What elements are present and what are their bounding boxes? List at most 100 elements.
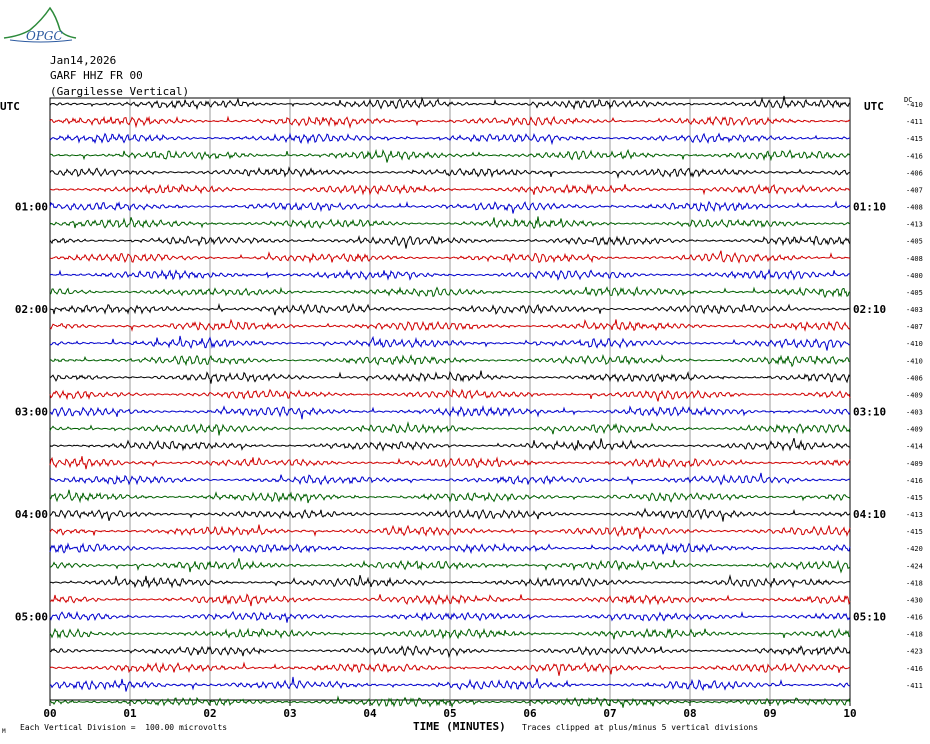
seismic-trace bbox=[49, 285, 851, 299]
dc-offset-label: -408 bbox=[906, 255, 923, 263]
dc-offset-label: -418 bbox=[906, 631, 923, 639]
dc-offset-label: -415 bbox=[906, 528, 923, 536]
seismic-trace bbox=[49, 472, 851, 486]
seismic-trace bbox=[49, 489, 851, 504]
seismic-trace bbox=[49, 353, 850, 368]
scale-note: Each Vertical Division = 100.00 microvol… bbox=[20, 723, 228, 732]
dc-label: DC bbox=[904, 96, 913, 104]
seismic-trace bbox=[49, 235, 851, 249]
dc-offset-label: -413 bbox=[906, 511, 923, 519]
dc-offset-label: -407 bbox=[906, 186, 923, 194]
dc-offset-label: -418 bbox=[906, 579, 923, 587]
seismic-trace bbox=[49, 558, 851, 574]
dc-offset-label: -409 bbox=[906, 391, 923, 399]
dc-offset-label: -407 bbox=[906, 323, 923, 331]
seismic-trace bbox=[49, 166, 851, 179]
right-time-label: 05:10 bbox=[853, 611, 886, 624]
seismic-trace bbox=[49, 302, 851, 316]
seismic-trace bbox=[49, 627, 851, 640]
dc-offset-label: -416 bbox=[906, 477, 923, 485]
dc-offset-label: -406 bbox=[906, 374, 923, 382]
x-tick-label: 04 bbox=[363, 707, 377, 720]
dc-offset-label: -430 bbox=[906, 596, 923, 604]
left-time-label: 02:00 bbox=[15, 303, 48, 316]
clip-note: Traces clipped at plus/minus 5 vertical … bbox=[522, 723, 759, 732]
left-time-label: 01:00 bbox=[15, 201, 48, 214]
dc-offset-label: -403 bbox=[906, 306, 923, 314]
x-tick-label: 03 bbox=[283, 707, 296, 720]
seismic-trace bbox=[49, 574, 851, 589]
dc-offset-label: -420 bbox=[906, 545, 923, 553]
dc-offset-label: -409 bbox=[906, 426, 923, 434]
left-time-label: 04:00 bbox=[15, 508, 48, 521]
utc-label-left: UTC bbox=[0, 100, 20, 113]
dc-offset-label: -413 bbox=[906, 221, 923, 229]
x-tick-label: 08 bbox=[683, 707, 696, 720]
seismic-trace bbox=[49, 661, 851, 676]
seismic-trace bbox=[49, 695, 851, 709]
utc-label-right: UTC bbox=[864, 100, 884, 113]
dc-offset-label: -416 bbox=[906, 152, 923, 160]
seismic-trace bbox=[49, 268, 851, 281]
dc-offset-label: -410 bbox=[906, 357, 923, 365]
right-time-label: 01:10 bbox=[853, 201, 886, 214]
dc-offset-label: -424 bbox=[906, 562, 923, 570]
seismic-trace bbox=[49, 370, 851, 384]
dc-offset-label: -405 bbox=[906, 238, 923, 246]
seismic-trace bbox=[49, 524, 851, 539]
x-tick-label: 05 bbox=[443, 707, 456, 720]
seismic-trace bbox=[49, 200, 851, 214]
seismic-trace bbox=[49, 318, 851, 332]
plot-date: Jan14,2026 bbox=[50, 54, 117, 67]
logo-text: OPGC bbox=[26, 29, 63, 43]
seismic-trace bbox=[49, 148, 851, 163]
seismic-trace bbox=[49, 95, 851, 111]
seismic-trace bbox=[50, 183, 851, 196]
station-name: (Gargilesse Vertical) bbox=[50, 85, 190, 98]
x-tick-label: 00 bbox=[43, 707, 56, 720]
left-time-label: 03:00 bbox=[15, 406, 48, 419]
dc-offset-label: -416 bbox=[906, 665, 923, 673]
dc-offset-label: -423 bbox=[906, 648, 923, 656]
seismic-trace bbox=[49, 388, 851, 402]
seismic-trace bbox=[49, 421, 851, 436]
dc-offset-label: -409 bbox=[906, 460, 923, 468]
right-time-label: 02:10 bbox=[853, 303, 886, 316]
x-tick-label: 07 bbox=[603, 707, 616, 720]
seismic-trace bbox=[49, 437, 851, 452]
seismic-trace bbox=[49, 676, 851, 692]
x-tick-label: 10 bbox=[843, 707, 856, 720]
station-code: GARF HHZ FR 00 bbox=[50, 69, 143, 82]
x-tick-label: 02 bbox=[203, 707, 216, 720]
dc-offset-label: -400 bbox=[906, 272, 923, 280]
seismic-trace bbox=[49, 610, 851, 623]
seismic-trace bbox=[49, 335, 851, 351]
corner-mark: M bbox=[2, 728, 6, 735]
dc-offset-label: -408 bbox=[906, 204, 923, 212]
seismic-trace bbox=[49, 405, 851, 420]
dc-offset-label: -403 bbox=[906, 409, 923, 417]
dc-offset-label: -416 bbox=[906, 614, 923, 622]
dc-offset-label: -415 bbox=[906, 135, 923, 143]
dc-offset-label: -411 bbox=[906, 682, 923, 690]
right-time-label: 04:10 bbox=[853, 508, 886, 521]
seismic-trace bbox=[49, 645, 851, 659]
right-time-label: 03:10 bbox=[853, 406, 886, 419]
seismic-trace bbox=[49, 216, 851, 230]
dc-offset-label: -414 bbox=[906, 443, 923, 451]
seismic-trace bbox=[49, 132, 851, 146]
seismic-trace bbox=[49, 542, 851, 555]
dc-offset-label: -405 bbox=[906, 289, 923, 297]
dc-offset-label: -410 bbox=[906, 101, 923, 109]
opgc-logo: OPGC bbox=[3, 6, 77, 43]
seismic-trace bbox=[49, 507, 851, 522]
x-axis-title: TIME (MINUTES) bbox=[413, 720, 506, 733]
left-time-label: 05:00 bbox=[15, 611, 48, 624]
dc-offset-label: -415 bbox=[906, 494, 923, 502]
seismic-trace bbox=[49, 593, 851, 607]
seismic-trace bbox=[49, 456, 851, 470]
seismic-trace bbox=[49, 115, 851, 129]
dc-offset-label: -411 bbox=[906, 118, 923, 126]
x-tick-label: 09 bbox=[763, 707, 776, 720]
